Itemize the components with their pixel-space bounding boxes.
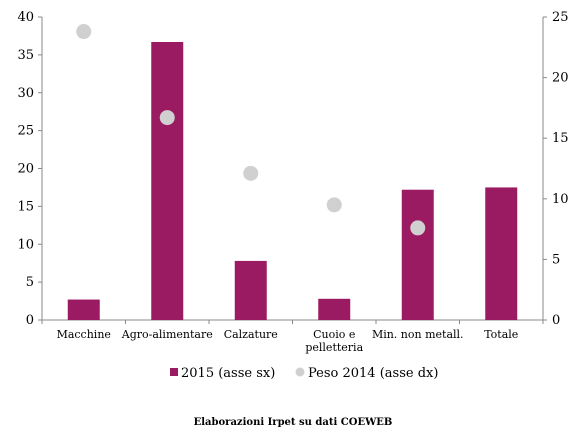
y-tick-label-left: 15 bbox=[17, 199, 34, 214]
marker-point bbox=[410, 220, 426, 236]
y-tick-label-left: 5 bbox=[26, 275, 34, 290]
bar bbox=[318, 298, 351, 320]
marker-series bbox=[76, 24, 426, 236]
y-tick-label-left: 0 bbox=[26, 313, 34, 328]
y-tick-label-left: 20 bbox=[17, 162, 34, 177]
legend: 2015 (asse sx) Peso 2014 (asse dx) bbox=[170, 366, 438, 381]
source-note: Elaborazioni Irpet su dati COEWEB bbox=[194, 417, 393, 428]
y-tick-label-left: 10 bbox=[17, 237, 34, 252]
legend-swatch-bars bbox=[170, 368, 178, 376]
y-tick-label-right: 0 bbox=[552, 313, 560, 328]
bar bbox=[67, 299, 100, 320]
category-label: Totale bbox=[484, 328, 518, 341]
y-tick-label-right: 25 bbox=[552, 10, 569, 25]
category-label: Agro-alimentare bbox=[121, 328, 213, 341]
y-tick-label-left: 25 bbox=[17, 124, 34, 139]
legend-label-markers: Peso 2014 (asse dx) bbox=[308, 366, 438, 381]
category-label: Cuoio e pelletteria bbox=[305, 328, 363, 354]
y-tick-label-left: 35 bbox=[17, 48, 34, 63]
y-tick-label-right: 10 bbox=[552, 192, 569, 207]
y-tick-label-left: 40 bbox=[17, 10, 34, 25]
bar bbox=[401, 189, 434, 320]
marker-point bbox=[76, 24, 92, 40]
legend-swatch-markers bbox=[295, 367, 305, 377]
y-tick-label-right: 5 bbox=[552, 252, 560, 267]
category-label: Min. non metall. bbox=[372, 328, 464, 341]
bar bbox=[234, 260, 267, 320]
bar-series bbox=[67, 41, 518, 321]
y-tick-label-right: 15 bbox=[552, 131, 569, 146]
marker-point bbox=[159, 110, 175, 126]
axes: 0 5 10 15 20 25 30 35 40 0 5 10 15 20 25 bbox=[17, 10, 568, 328]
category-label: Calzature bbox=[224, 328, 278, 341]
bar bbox=[485, 187, 518, 320]
y-tick-label-right: 20 bbox=[552, 71, 569, 86]
marker-point bbox=[326, 197, 342, 213]
bar bbox=[151, 41, 184, 321]
legend-label-bars: 2015 (asse sx) bbox=[181, 366, 275, 381]
marker-point bbox=[243, 165, 259, 181]
y-tick-label-left: 30 bbox=[17, 86, 34, 101]
category-label: Macchine bbox=[57, 328, 111, 341]
